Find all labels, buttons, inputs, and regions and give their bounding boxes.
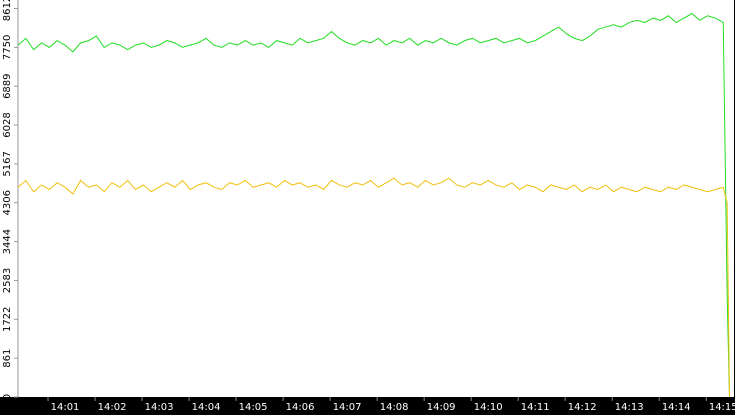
y-tick-label: 3444	[2, 229, 13, 254]
x-tick-label: 14:11	[521, 402, 550, 413]
x-tick-label: 14:03	[145, 402, 174, 413]
x-tick-label: 14:14	[662, 402, 691, 413]
series-line	[17, 12, 731, 398]
x-tick-label: 14:06	[286, 402, 315, 413]
y-tick-label: 6889	[2, 73, 13, 98]
series-line	[17, 177, 731, 398]
y-tick-label: 8612	[2, 0, 13, 21]
y-tick-label: 861	[2, 349, 13, 368]
x-axis-bar	[0, 397, 735, 415]
x-tick-label: 14:13	[615, 402, 644, 413]
x-tick-label: 14:12	[568, 402, 597, 413]
x-tick-label: 14:05	[239, 402, 268, 413]
x-tick-label: 14:10	[474, 402, 503, 413]
y-tick-label: 1722	[2, 307, 13, 332]
x-tick-label: 14:02	[98, 402, 127, 413]
y-tick-label: 4306	[2, 190, 13, 215]
y-tick-label: 7750	[2, 35, 13, 60]
x-tick-label: 14:09	[427, 402, 456, 413]
x-tick-label: 14:04	[192, 402, 221, 413]
x-tick-label: 14:08	[380, 402, 409, 413]
y-tick-label: 2583	[2, 268, 13, 293]
x-tick-label: 14:07	[333, 402, 362, 413]
x-tick-label: 14:15	[709, 402, 735, 413]
y-tick-label: 6028	[2, 112, 13, 137]
x-tick-label: 14:01	[51, 402, 80, 413]
y-tick-label: 5167	[2, 151, 13, 176]
y-tick-label: 0	[2, 394, 13, 400]
